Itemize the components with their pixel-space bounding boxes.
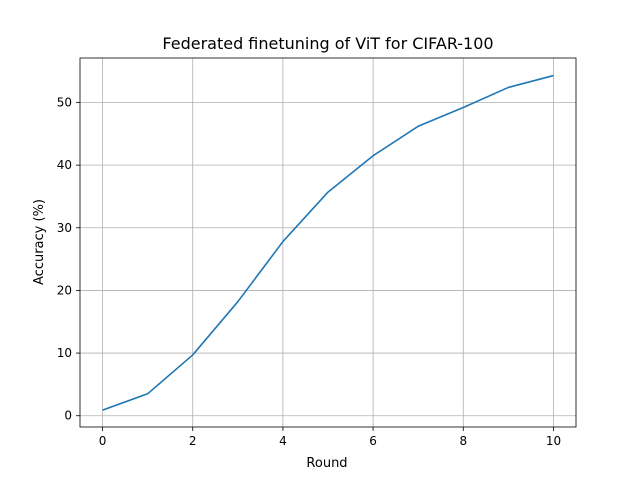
y-tick-label: 0 [64,409,72,423]
grid [80,58,576,427]
x-axis-label: Round [306,456,347,471]
series-layer [102,74,554,411]
x-tick-label: 8 [459,434,467,448]
y-tick-label: 10 [57,346,72,360]
y-axis-label: Accuracy (%) [32,199,47,285]
plot-frame [79,57,577,428]
y-tick-label: 40 [57,158,72,172]
y-tick-label: 30 [57,221,72,235]
accuracy-line [102,74,554,411]
y-tick-label: 50 [57,95,72,109]
y-tick-label: 20 [57,283,72,297]
x-tick-label: 10 [546,434,561,448]
y-axis-ticks: 0 10 20 30 40 50 [57,95,80,423]
x-tick-label: 6 [369,434,377,448]
x-tick-label: 0 [99,434,107,448]
x-tick-label: 4 [279,434,287,448]
chart-title: Federated finetuning of ViT for CIFAR-10… [162,34,493,53]
x-tick-label: 2 [189,434,197,448]
x-axis-ticks: 0 2 4 6 8 10 [99,427,561,448]
